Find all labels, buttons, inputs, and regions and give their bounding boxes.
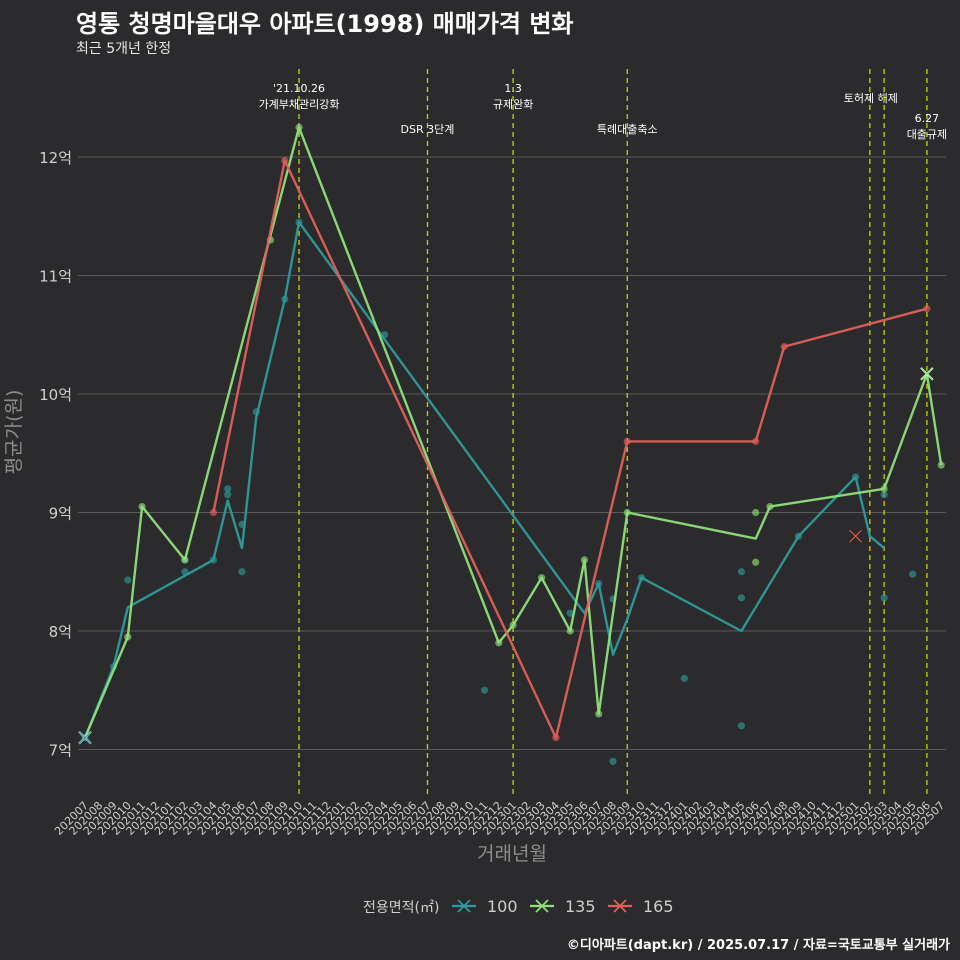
data-point-100 (737, 722, 746, 730)
data-point-100 (880, 594, 888, 602)
data-point-135 (295, 123, 303, 131)
y-tick-label: 11억 (39, 268, 72, 286)
cross-marker-165 (848, 529, 863, 543)
data-point-100 (238, 520, 246, 528)
chart-subtitle: 최근 5개년 한정 (76, 41, 172, 57)
cross-marker-135 (920, 367, 934, 381)
data-point-135 (124, 633, 132, 641)
legend-label: 100 (487, 897, 518, 916)
data-point-100 (381, 331, 389, 339)
data-point-100 (224, 485, 232, 493)
legend-label: 135 (565, 897, 596, 916)
event-label: 대출규제 (907, 128, 947, 141)
data-point-100 (637, 574, 646, 582)
data-point-100 (909, 570, 917, 578)
y-tick-label: 12억 (39, 149, 72, 167)
y-tick-label: 10억 (39, 386, 72, 404)
data-point-135 (138, 502, 146, 511)
data-point-165 (209, 508, 218, 517)
legend-label: 165 (643, 897, 674, 916)
data-point-135 (580, 556, 589, 564)
event-label: 특례대출축소 (597, 123, 658, 136)
series-line-165 (212, 159, 928, 739)
event-label: 가계부채관리강화 (259, 98, 340, 111)
data-point-100 (480, 686, 489, 694)
cross-stroke (920, 367, 934, 381)
data-point-100 (281, 295, 289, 303)
legend-key-cross (457, 899, 471, 913)
data-point-135 (495, 639, 503, 647)
legend-key-cross (535, 899, 549, 913)
data-point-135 (566, 627, 574, 635)
data-point-100 (295, 218, 303, 226)
data-point-100 (794, 532, 803, 540)
y-tick-label: 7억 (49, 742, 72, 760)
data-point-100 (880, 491, 888, 499)
data-point-165 (752, 437, 760, 445)
series-layer (78, 123, 945, 765)
data-point-165 (281, 156, 289, 165)
data-point-135 (623, 508, 631, 517)
data-point-165 (623, 437, 631, 445)
event-label: 규제완화 (493, 98, 533, 111)
legend-title: 전용면적(㎡) (363, 900, 439, 916)
data-point-100 (609, 757, 617, 765)
event-label: 6.27 (915, 112, 940, 125)
y-tick-label: 9억 (49, 505, 72, 523)
grid-layer (78, 156, 946, 750)
data-point-135 (595, 710, 603, 718)
data-point-100 (737, 568, 746, 576)
data-point-100 (566, 609, 574, 617)
legend-key-cross (613, 899, 627, 913)
data-point-100 (124, 576, 132, 584)
x-axis-title: 거래년월 (477, 843, 547, 865)
data-point-100 (737, 594, 746, 602)
data-point-135 (752, 508, 760, 517)
data-point-165 (552, 734, 560, 742)
event-label: 토허제 해제 (844, 91, 898, 105)
cross-marker-100 (78, 730, 92, 745)
data-point-165 (780, 343, 788, 351)
data-point-100 (238, 568, 246, 576)
data-point-135 (937, 461, 945, 469)
cross-stroke (849, 529, 863, 543)
data-point-100 (209, 556, 218, 564)
cross-stroke (78, 731, 92, 745)
data-point-100 (851, 473, 860, 481)
axis-ticks: 7억8억9억10억11억12억2020072020082020092020102… (39, 149, 947, 838)
data-point-135 (752, 558, 760, 566)
data-point-165 (923, 305, 931, 313)
data-point-135 (766, 502, 774, 511)
data-point-135 (509, 621, 517, 629)
legend: 전용면적(㎡) 100 135 165 (363, 897, 674, 916)
data-point-135 (538, 574, 546, 582)
y-tick-label: 8억 (49, 623, 72, 641)
data-point-135 (880, 485, 888, 493)
y-axis-title: 평균가(원) (3, 390, 25, 475)
chart-title: 영통 청명마을대우 아파트(1998) 매매가격 변화 (76, 10, 574, 38)
event-label: 1.3 (504, 82, 522, 95)
data-point-100 (595, 580, 603, 588)
event-label: '21.10.26 (273, 82, 325, 95)
source-caption: ©디아파트(dapt.kr) / 2025.07.17 / 자료=국토교통부 실… (566, 938, 950, 953)
data-point-100 (252, 408, 260, 416)
data-point-100 (680, 674, 688, 683)
data-point-100 (181, 568, 189, 576)
data-point-135 (181, 556, 189, 564)
event-label: DSR 3단계 (401, 123, 455, 136)
data-point-100 (224, 491, 232, 499)
